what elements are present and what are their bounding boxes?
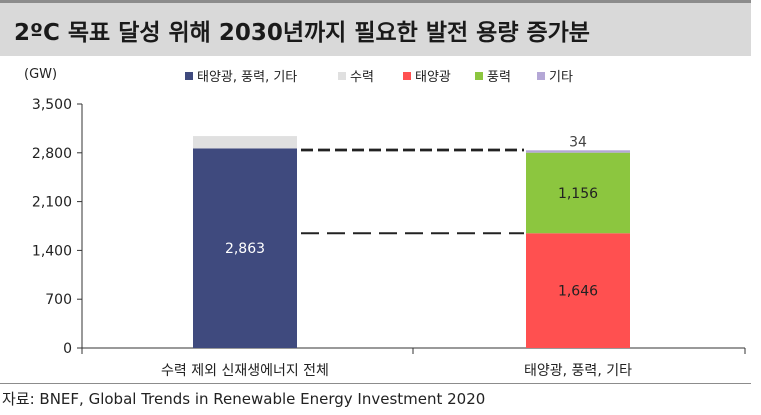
y-tick-label: 3,500 bbox=[32, 97, 72, 113]
bar-0-1 bbox=[193, 136, 297, 149]
chart: (GW) 태양광, 풍력, 기타 수력 태양광 풍력 기타 0 700 1,400 2,100 2,… bbox=[24, 67, 746, 379]
data-label-1-4: 34 bbox=[569, 134, 587, 150]
y-tick-label: 2,800 bbox=[32, 146, 72, 162]
chart-title: 2ºC 목표 달성 위해 2030년까지 필요한 발전 용량 증가분 bbox=[14, 20, 590, 46]
y-tick-label: 700 bbox=[45, 292, 72, 308]
y-tick-label: 1,400 bbox=[32, 243, 72, 259]
legend-swatch-1 bbox=[338, 72, 346, 80]
bar-0-0 bbox=[193, 148, 297, 348]
data-label-1-2: 1,646 bbox=[558, 284, 598, 300]
legend-swatch-0 bbox=[185, 72, 193, 80]
y-tick-label: 0 bbox=[63, 341, 72, 357]
legend-swatch-4 bbox=[537, 72, 545, 80]
y-axis-label: (GW) bbox=[24, 67, 57, 82]
legend-label-0: 태양광, 풍력, 기타 bbox=[197, 70, 297, 85]
legend-label-4: 기타 bbox=[549, 70, 573, 85]
legend-label-1: 수력 bbox=[350, 70, 374, 85]
legend-label-2: 태양광 bbox=[415, 70, 451, 85]
data-label-0-0: 2,863 bbox=[225, 241, 265, 257]
title-bar: 2ºC 목표 달성 위해 2030년까지 필요한 발전 용량 증가분 bbox=[0, 0, 751, 56]
legend-label-3: 풍력 bbox=[487, 70, 511, 85]
bar-1-3 bbox=[526, 152, 630, 234]
divider bbox=[0, 383, 751, 384]
bar-1-2 bbox=[526, 233, 630, 348]
data-label-1-3: 1,156 bbox=[558, 186, 598, 202]
category-label: 태양광, 풍력, 기타 bbox=[524, 363, 632, 379]
bar-1-4 bbox=[526, 150, 630, 153]
y-tick-label: 2,100 bbox=[32, 195, 72, 211]
legend-swatch-3 bbox=[475, 72, 483, 80]
category-label: 수력 제외 신재생에너지 전체 bbox=[161, 363, 329, 379]
legend-swatch-2 bbox=[403, 72, 411, 80]
source-note: 자료: BNEF, Global Trends in Renewable Ene… bbox=[2, 390, 486, 408]
